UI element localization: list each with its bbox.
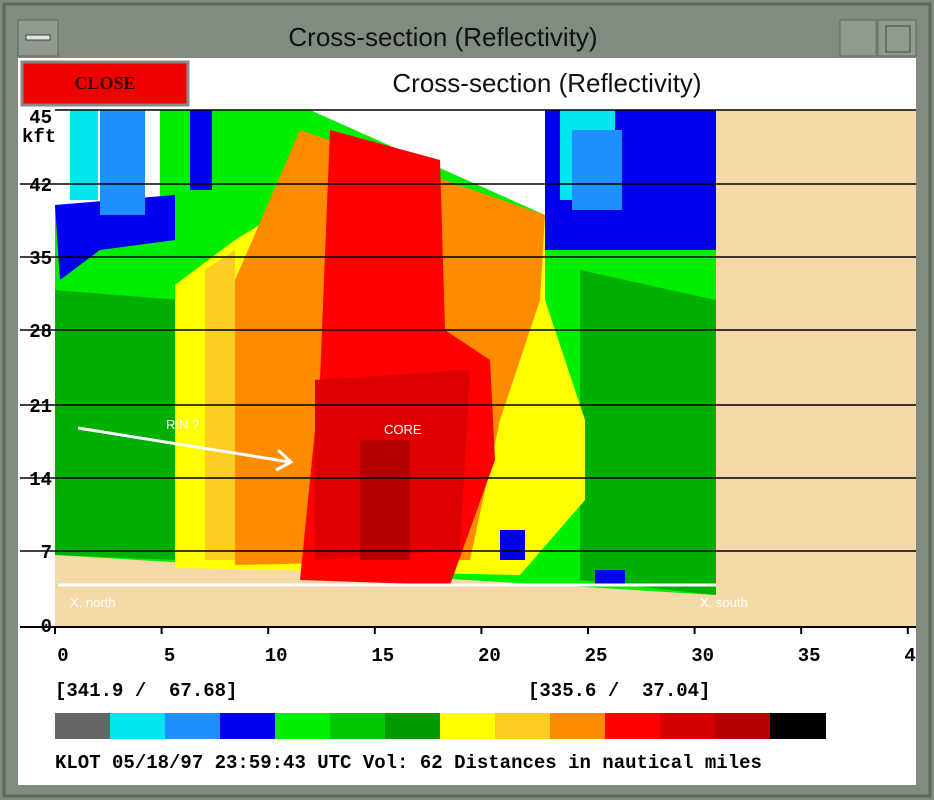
color-cell: [770, 713, 826, 739]
y-tick-label: 35: [29, 248, 52, 270]
arrow-head: [275, 448, 294, 472]
no-data: [55, 110, 545, 215]
annotation: CORE: [384, 422, 422, 437]
color-cell: [440, 713, 495, 739]
y-unit: kft: [22, 126, 56, 148]
color-cell: [110, 713, 165, 739]
annotation: X, north: [70, 595, 116, 610]
x-tick-label: 35: [798, 645, 821, 667]
x-tick-label: 5: [164, 645, 175, 667]
arrow: [77, 426, 291, 464]
close-button[interactable]: [20, 60, 190, 107]
footer: KLOT 05/18/97 23:59:43 UTC Vol: 62 Dista…: [55, 752, 762, 774]
color-cell: [605, 713, 660, 739]
echo: [595, 570, 625, 584]
color-cell: [220, 713, 275, 739]
color-cell: [660, 713, 715, 739]
maximize-icon: [885, 25, 911, 53]
color-cell: [495, 713, 550, 739]
color-cell: [385, 713, 440, 739]
coordinate-left: [341.9 / 67.68]: [55, 680, 237, 702]
y-tick-label: 7: [41, 542, 52, 564]
color-scale: [55, 713, 826, 739]
y-tick-label: 45: [29, 107, 52, 129]
panel-title: Cross-section (Reflectivity): [392, 68, 701, 98]
echo: [360, 440, 410, 560]
x-tick-label: 10: [265, 645, 288, 667]
echo: [580, 270, 716, 595]
grid: [20, 109, 916, 552]
echo: [190, 110, 212, 190]
window-title: Cross-section (Reflectivity): [288, 22, 597, 52]
annotation: X, south: [700, 595, 748, 610]
coordinate-right: [335.6 / 37.04]: [528, 680, 710, 702]
y-tick-label: 14: [29, 469, 52, 491]
y-tick-label: 21: [29, 396, 52, 418]
y-tick-label: 42: [29, 175, 52, 197]
echo: [70, 110, 98, 200]
x-tick-label: 30: [691, 645, 714, 667]
annotation: RIN ?: [166, 417, 199, 432]
echo: [100, 110, 145, 215]
color-cell: [165, 713, 220, 739]
menu-icon: [25, 34, 51, 41]
x-tick-label: 0: [57, 645, 68, 667]
echo: [572, 130, 622, 210]
echo: [500, 530, 525, 560]
x-tick-label: 25: [585, 645, 608, 667]
minimize-button[interactable]: [839, 19, 877, 57]
echo: [55, 195, 175, 280]
echo: [55, 290, 180, 560]
radar-image: [55, 110, 916, 627]
y-tick-label: 0: [41, 616, 52, 638]
color-cell: [55, 713, 110, 739]
color-cell: [715, 713, 770, 739]
x-tick-label: 15: [371, 645, 394, 667]
x-tick-label: 20: [478, 645, 501, 667]
color-cell: [330, 713, 385, 739]
x-tick-label: 40: [904, 645, 927, 667]
color-cell: [550, 713, 605, 739]
color-cell: [275, 713, 330, 739]
y-tick-label: 28: [29, 321, 52, 343]
ticks: 45 42 35 28 21 14 7 00 5 10 15 20 25 30 35 40: [29, 107, 927, 667]
close-label[interactable]: CLOSE: [74, 73, 135, 93]
